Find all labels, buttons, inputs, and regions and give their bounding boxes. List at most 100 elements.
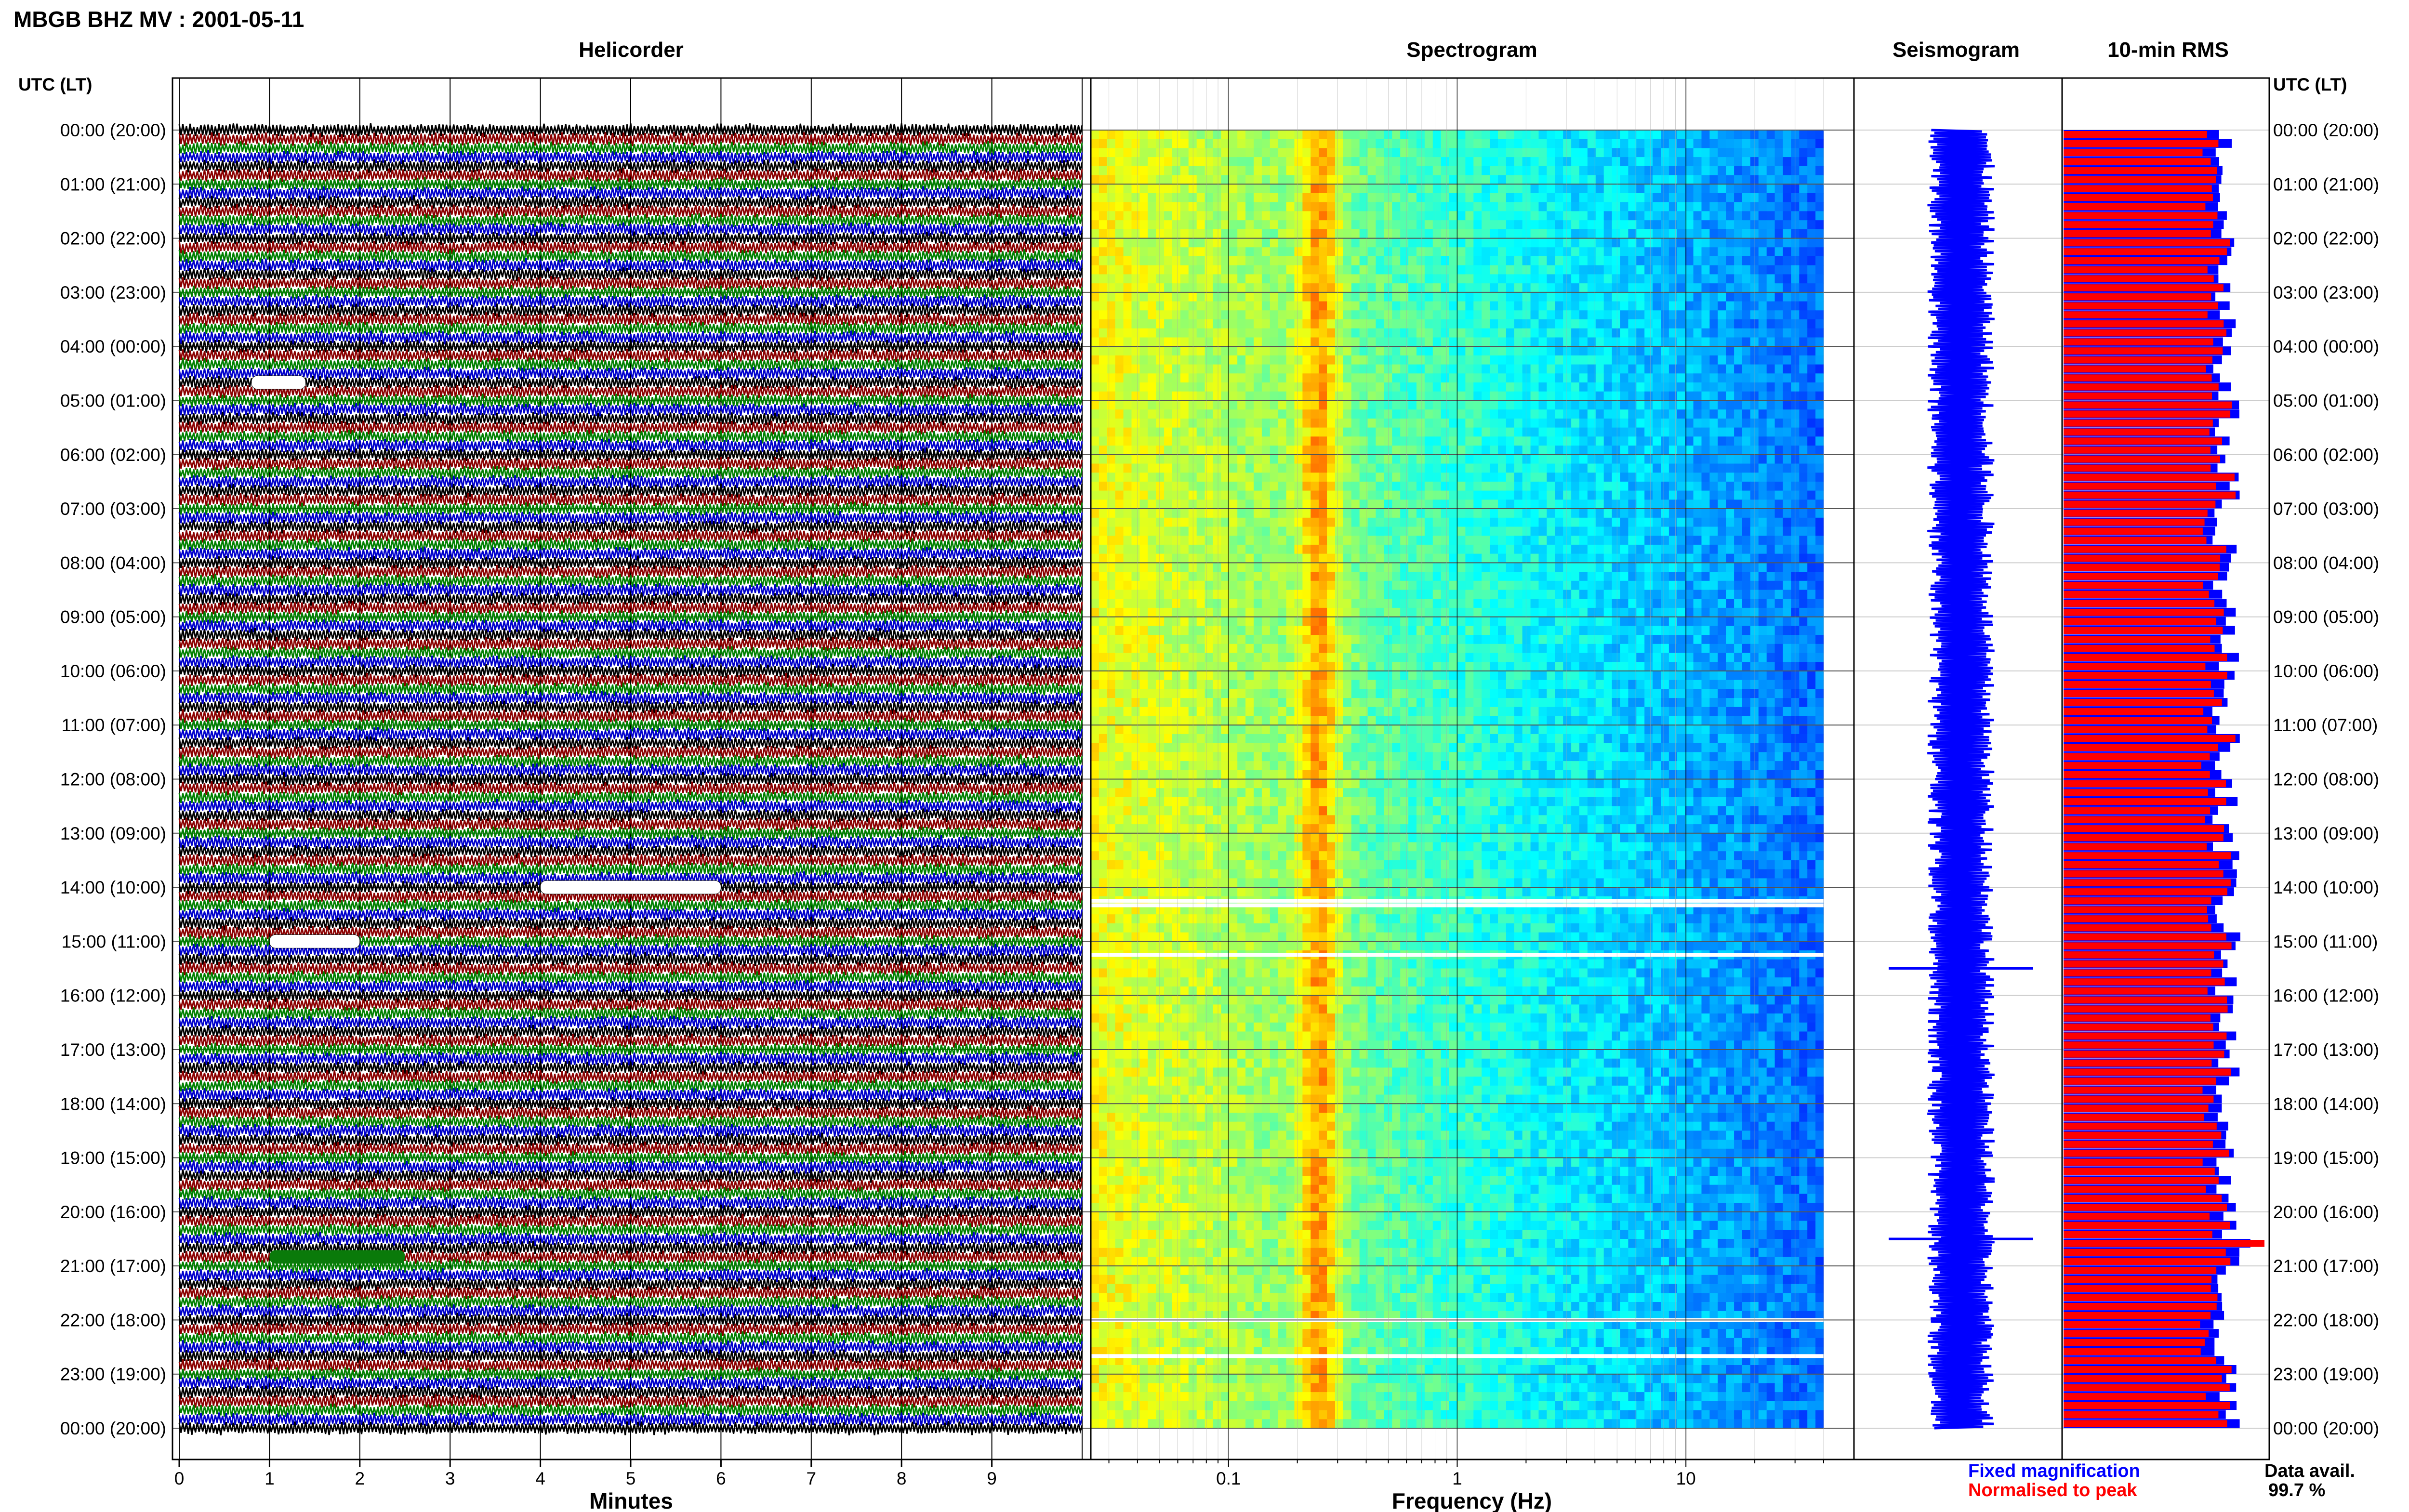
helicorder-trace xyxy=(178,745,1083,760)
spectrogram-cell xyxy=(1555,436,1563,446)
spectrogram-cell xyxy=(1196,436,1205,446)
spectrogram-cell xyxy=(1156,211,1165,221)
spectrogram-cell xyxy=(1628,220,1637,230)
spectrogram-cell xyxy=(1547,202,1556,212)
spectrogram-cell xyxy=(1490,274,1498,284)
spectrogram-cell xyxy=(1261,193,1271,203)
spectrogram-cell xyxy=(1653,580,1661,591)
spectrogram-cell xyxy=(1400,175,1409,185)
spectrogram-cell xyxy=(1701,274,1710,284)
spectrogram-cell xyxy=(1726,373,1734,383)
spectrogram-cell xyxy=(1514,364,1523,374)
spectrogram-cell xyxy=(1791,409,1800,419)
spectrogram-cell xyxy=(1465,599,1474,608)
spectrogram-cell xyxy=(1099,509,1108,518)
spectrogram-cell xyxy=(1245,229,1254,239)
spectrogram-cell xyxy=(1327,202,1336,212)
spectrogram-cell xyxy=(1432,157,1442,167)
spectrogram-cell xyxy=(1139,544,1149,554)
spectrogram-cell xyxy=(1807,157,1816,167)
spectrogram-cell xyxy=(1204,490,1214,500)
spectrogram-cell xyxy=(1441,517,1450,527)
spectrogram-cell xyxy=(1254,319,1262,329)
spectrogram-cell xyxy=(1408,166,1417,176)
spectrogram-cell xyxy=(1408,364,1417,374)
spectrogram-cell xyxy=(1343,184,1352,194)
spectrogram-cell xyxy=(1506,590,1515,599)
spectrogram-cell xyxy=(1400,148,1409,158)
spectrogram-cell xyxy=(1432,229,1442,239)
spectrogram-cell xyxy=(1213,517,1222,527)
spectrogram-cell xyxy=(1644,202,1653,212)
spectrogram-cell xyxy=(1677,247,1686,257)
spectrogram-cell xyxy=(1237,590,1246,599)
spectrogram-cell xyxy=(1498,355,1507,365)
spectrogram-cell xyxy=(1270,427,1279,437)
spectrogram-cell xyxy=(1099,166,1108,176)
spectrogram-cell xyxy=(1668,283,1678,293)
spectrogram-cell xyxy=(1408,473,1417,482)
spectrogram-cell xyxy=(1343,355,1352,365)
spectrogram-cell xyxy=(1237,166,1246,176)
spectrogram-cell xyxy=(1514,544,1523,554)
spectrogram-cell xyxy=(1587,490,1596,500)
spectrogram-cell xyxy=(1196,553,1205,564)
spectrogram-cell xyxy=(1376,265,1385,275)
spectrogram-cell xyxy=(1783,382,1792,392)
spectrogram-cell xyxy=(1351,292,1360,302)
spectrogram-cell xyxy=(1432,256,1442,266)
spectrogram-cell xyxy=(1408,526,1417,536)
spectrogram-cell xyxy=(1107,355,1116,365)
spectrogram-cell xyxy=(1514,517,1523,527)
spectrogram-cell xyxy=(1522,454,1531,464)
spectrogram-cell xyxy=(1294,139,1303,149)
spectrogram-cell xyxy=(1473,130,1482,140)
spectrogram-cell xyxy=(1213,572,1222,581)
spectrogram-cell xyxy=(1579,337,1588,347)
spectrogram-cell xyxy=(1685,328,1694,338)
spectrogram-cell xyxy=(1677,310,1686,320)
spectrogram-cell xyxy=(1522,265,1531,275)
spectrogram-cell xyxy=(1424,446,1433,455)
spectrogram-cell xyxy=(1416,256,1425,266)
spectrogram-cell xyxy=(1668,274,1678,284)
spectrogram-cell xyxy=(1367,175,1377,185)
spectrogram-cell xyxy=(1482,436,1490,446)
spectrogram-cell xyxy=(1449,364,1458,374)
spectrogram-cell xyxy=(1392,509,1401,518)
spectrogram-cell xyxy=(1514,139,1523,149)
spectrogram-cell xyxy=(1335,175,1344,185)
spectrogram-cell xyxy=(1620,391,1629,401)
spectrogram-cell xyxy=(1449,265,1458,275)
spectrogram-cell xyxy=(1180,590,1189,599)
spectrogram-cell xyxy=(1294,446,1303,455)
spectrogram-cell xyxy=(1449,599,1458,608)
spectrogram-cell xyxy=(1563,274,1572,284)
spectrogram-cell xyxy=(1482,553,1490,564)
spectrogram-cell xyxy=(1628,409,1637,419)
spectrogram-cell xyxy=(1563,400,1572,410)
spectrogram-cell xyxy=(1441,409,1450,419)
spectrogram-cell xyxy=(1726,310,1734,320)
spectrogram-cell xyxy=(1424,202,1433,212)
spectrogram-cell xyxy=(1465,265,1474,275)
spectrogram-cell xyxy=(1148,301,1156,311)
spectrogram-cell xyxy=(1441,563,1450,572)
spectrogram-cell xyxy=(1229,193,1238,203)
spectrogram-cell xyxy=(1709,364,1719,374)
spectrogram-cell xyxy=(1701,229,1710,239)
spectrogram-cell xyxy=(1538,265,1548,275)
spectrogram-cell xyxy=(1522,319,1531,329)
spectrogram-cell xyxy=(1571,256,1580,266)
spectrogram-cell xyxy=(1286,563,1295,572)
spectrogram-cell xyxy=(1563,247,1572,257)
spectrogram-cell xyxy=(1213,526,1222,536)
spectrogram-cell xyxy=(1335,139,1344,149)
spectrogram-cell xyxy=(1791,157,1800,167)
spectrogram-cell xyxy=(1294,572,1303,581)
spectrogram-cell xyxy=(1734,382,1743,392)
spectrogram-cell xyxy=(1213,544,1222,554)
spectrogram-cell xyxy=(1245,292,1254,302)
spectrogram-cell xyxy=(1115,355,1124,365)
spectrogram-cell xyxy=(1327,229,1336,239)
